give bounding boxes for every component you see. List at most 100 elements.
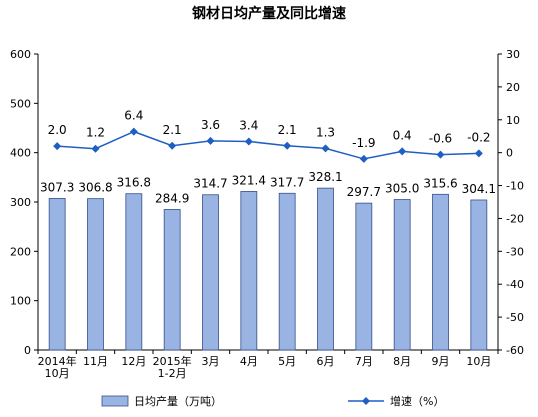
line-value-label: 2.1	[278, 123, 297, 137]
line-value-label: 1.3	[316, 125, 335, 139]
bar-value-label: 315.6	[423, 176, 457, 190]
left-tick-label: 400	[10, 147, 31, 160]
line-value-label: 3.4	[239, 118, 258, 132]
line-value-label: 6.4	[124, 109, 143, 123]
bar-value-label: 316.8	[117, 176, 151, 190]
x-tick-label: 5月	[278, 355, 296, 368]
x-tick-label-line: 8月	[393, 355, 411, 368]
legend: 日均产量（万吨） 增速（%）	[101, 394, 444, 408]
x-tick-label-line: 11月	[83, 355, 108, 368]
right-tick-label: -10	[506, 180, 524, 193]
x-tick-label-line: 10月	[45, 367, 70, 380]
right-tick-label: -20	[506, 212, 524, 225]
x-tick-label-line: 3月	[202, 355, 220, 368]
chart-title: 钢材日均产量及同比增速	[192, 5, 346, 22]
line-point	[436, 150, 445, 159]
x-tick-label: 2014年 10月	[38, 354, 77, 380]
x-tick-label-line: 4月	[240, 355, 258, 368]
line-point	[359, 154, 368, 163]
bar	[240, 191, 258, 351]
right-tick-label: -60	[506, 344, 524, 357]
bar-value-label: 321.4	[232, 173, 266, 187]
line-point	[321, 144, 330, 153]
x-tick-label-line: 10月	[466, 355, 491, 368]
right-tick-label: 20	[506, 81, 520, 94]
line-point	[474, 149, 483, 158]
line-value-label: 0.4	[393, 128, 412, 142]
line-value-label: 2.0	[48, 123, 67, 137]
growth-line	[57, 130, 479, 160]
line-value-label: -0.2	[467, 130, 490, 144]
bar	[470, 199, 488, 351]
x-tick-label: 2015年 1-2月	[153, 354, 192, 380]
legend-bar-label: 日均产量（万吨）	[134, 394, 222, 408]
bar	[48, 197, 66, 351]
x-tick-label: 3月	[202, 355, 220, 368]
x-tick-label-line: 6月	[317, 355, 335, 368]
right-tick-label: 10	[506, 114, 520, 127]
x-tick-label-line: 7月	[355, 355, 373, 368]
bar-value-label: 317.7	[270, 175, 304, 189]
bar	[87, 198, 104, 351]
x-tick-label-line: 1-2月	[158, 367, 187, 380]
left-tick-label: 300	[10, 196, 31, 209]
right-tick-label: 30	[506, 48, 520, 61]
line-value-label: -0.6	[429, 132, 452, 146]
bar	[317, 187, 334, 351]
line-point	[244, 137, 253, 146]
line-point	[168, 141, 177, 150]
x-tick-label: 12月	[121, 355, 146, 368]
x-tick-label: 10月	[466, 355, 491, 368]
x-tick-label: 11月	[83, 355, 108, 368]
data-labels: 307.3 306.8 316.8 284.9 314.7 321.4 317.7 328.1…	[40, 109, 496, 206]
bar-value-label: 305.0	[385, 182, 419, 196]
axes: 0 100 200 300 400 500 600 -60 -50 -40 -30 -20 -10 0 10…	[10, 48, 524, 380]
right-tick-label: -40	[506, 278, 524, 291]
x-tick-label-line: 12月	[121, 355, 146, 368]
bar-value-label: 304.1	[462, 182, 496, 196]
bar-value-label: 284.9	[155, 191, 189, 205]
line-point	[398, 147, 407, 156]
right-tick-label: -30	[506, 245, 524, 258]
legend-line-marker	[362, 397, 370, 405]
bar	[355, 202, 373, 351]
bar	[278, 192, 296, 351]
bar-value-label: 328.1	[308, 170, 342, 184]
line-value-label: 3.6	[201, 118, 220, 132]
x-tick-label: 8月	[393, 355, 411, 368]
line-point	[129, 127, 138, 136]
x-tick-label: 9月	[432, 355, 450, 368]
x-tick-label: 6月	[317, 355, 335, 368]
bar	[125, 193, 143, 351]
bar	[393, 199, 411, 351]
bar-value-label: 307.3	[40, 180, 74, 194]
left-tick-label: 100	[10, 295, 31, 308]
line-series	[53, 127, 483, 163]
legend-line-label: 增速（%）	[390, 394, 444, 408]
bar	[202, 194, 219, 351]
bar-value-label: 297.7	[347, 185, 381, 199]
x-tick-label: 7月	[355, 355, 373, 368]
left-tick-label: 600	[10, 48, 31, 61]
left-tick-label: 200	[10, 245, 31, 258]
line-value-label: -1.9	[352, 136, 375, 150]
left-tick-label: 0	[24, 344, 31, 357]
x-tick-label-line: 5月	[278, 355, 296, 368]
bar	[163, 209, 181, 351]
right-tick-label: 0	[506, 147, 513, 160]
line-point	[91, 144, 100, 153]
line-value-label: 1.2	[86, 126, 105, 140]
bar-value-label: 306.8	[78, 181, 112, 195]
x-tick-label-line: 9月	[432, 355, 450, 368]
bar-value-label: 314.7	[193, 177, 227, 191]
line-point	[53, 142, 62, 151]
x-tick-label: 4月	[240, 355, 258, 368]
bars	[48, 187, 488, 351]
line-point	[283, 141, 292, 150]
legend-bar-swatch	[101, 395, 129, 407]
right-tick-label: -50	[506, 311, 524, 324]
x-tick-label-line: 2014年	[38, 354, 77, 368]
bar	[432, 193, 449, 351]
left-tick-label: 500	[10, 97, 31, 110]
